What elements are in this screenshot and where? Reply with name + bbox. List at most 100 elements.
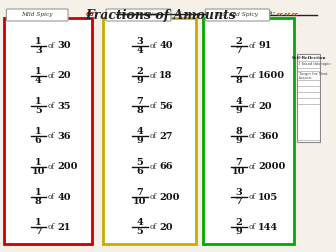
Text: of: of [48,42,55,50]
Text: 21: 21 [57,223,71,232]
Text: of: of [150,102,157,110]
Text: cc cc cc: cc cc cc [277,12,298,16]
Text: 9: 9 [236,227,242,236]
Text: of: of [48,223,55,231]
Text: of: of [150,163,157,171]
Text: 1: 1 [35,97,42,106]
Text: 2: 2 [236,37,242,46]
Text: 20: 20 [258,102,271,111]
Text: 4: 4 [137,128,143,137]
Text: cc cc: cc cc [185,12,200,16]
Text: 200: 200 [159,193,180,202]
Text: 40: 40 [159,41,173,50]
Text: of: of [248,223,256,231]
Text: cc: cc [86,11,94,17]
Text: 1: 1 [35,37,42,46]
Text: 9: 9 [236,137,242,145]
Text: of: of [150,193,157,201]
Text: 1: 1 [35,218,42,227]
Text: 9: 9 [137,137,143,145]
Text: Lesson:: Lesson: [299,76,313,80]
Text: 200: 200 [57,162,78,171]
Text: 18: 18 [159,71,172,80]
Text: 7: 7 [137,188,143,197]
Text: 2000: 2000 [258,162,285,171]
Text: of: of [48,102,55,110]
Text: 7: 7 [236,46,242,55]
Text: 144: 144 [258,223,278,232]
Text: 5: 5 [35,106,42,115]
Text: I found this topic:: I found this topic: [299,62,332,66]
Text: 8: 8 [236,128,242,137]
FancyBboxPatch shape [6,9,68,21]
Text: 27: 27 [159,132,173,141]
Text: Mild Spicy: Mild Spicy [22,12,53,17]
Text: 8: 8 [35,197,42,206]
Text: 10: 10 [32,167,45,176]
Text: 10: 10 [232,167,246,176]
Text: 35: 35 [57,102,71,111]
Text: of: of [48,133,55,140]
Text: 40: 40 [57,193,71,202]
Text: of: of [248,193,256,201]
Text: 56: 56 [159,102,173,111]
Text: 7: 7 [137,97,143,106]
Text: 1: 1 [35,158,42,167]
Text: of: of [248,102,256,110]
Text: of: of [48,193,55,201]
Text: Fractions of Amounts: Fractions of Amounts [85,9,236,22]
Text: 9: 9 [137,76,143,85]
Text: 1600: 1600 [258,71,285,80]
Text: 8: 8 [137,106,143,115]
Text: 4: 4 [35,76,42,85]
Text: 6: 6 [137,167,143,176]
Text: 1: 1 [35,67,42,76]
Text: of: of [150,133,157,140]
Text: 66: 66 [159,162,173,171]
Text: 20: 20 [57,71,71,80]
Text: 360: 360 [258,132,279,141]
Text: Medium Spicy: Medium Spicy [117,12,160,17]
Text: 2: 2 [236,218,242,227]
Text: of: of [150,223,157,231]
Text: 7: 7 [236,67,242,76]
FancyBboxPatch shape [106,9,171,21]
Text: 2: 2 [137,67,143,76]
Text: 5: 5 [137,158,143,167]
Text: 30: 30 [57,41,71,50]
Text: 3: 3 [35,46,42,55]
Text: 3: 3 [137,37,143,46]
Text: of: of [248,163,256,171]
Text: of: of [248,133,256,140]
Text: 3: 3 [236,188,242,197]
Text: 4: 4 [236,97,242,106]
Text: 1: 1 [35,128,42,137]
Text: 20: 20 [159,223,173,232]
Text: 105: 105 [258,193,278,202]
Text: of: of [48,72,55,80]
Text: 1: 1 [35,188,42,197]
Text: 91: 91 [258,41,271,50]
Text: 8: 8 [236,76,242,85]
Text: 4: 4 [137,46,143,55]
Text: 9: 9 [236,106,242,115]
Text: 36: 36 [57,132,71,141]
Text: of: of [150,72,157,80]
FancyBboxPatch shape [203,18,294,244]
Text: 7: 7 [35,227,42,236]
Text: Self-Reflection: Self-Reflection [291,56,326,60]
Text: 6: 6 [35,137,42,145]
FancyBboxPatch shape [205,9,269,21]
Text: of: of [48,163,55,171]
Text: Hot and Spicy: Hot and Spicy [216,12,258,17]
Text: Name:: Name: [244,9,276,18]
Text: of: of [248,72,256,80]
FancyBboxPatch shape [103,18,196,244]
Text: 7: 7 [236,197,242,206]
Text: Target for Next: Target for Next [299,72,328,76]
FancyBboxPatch shape [297,54,320,142]
Text: of: of [248,42,256,50]
Text: of: of [150,42,157,50]
Text: 4: 4 [137,218,143,227]
Text: 5: 5 [137,227,143,236]
